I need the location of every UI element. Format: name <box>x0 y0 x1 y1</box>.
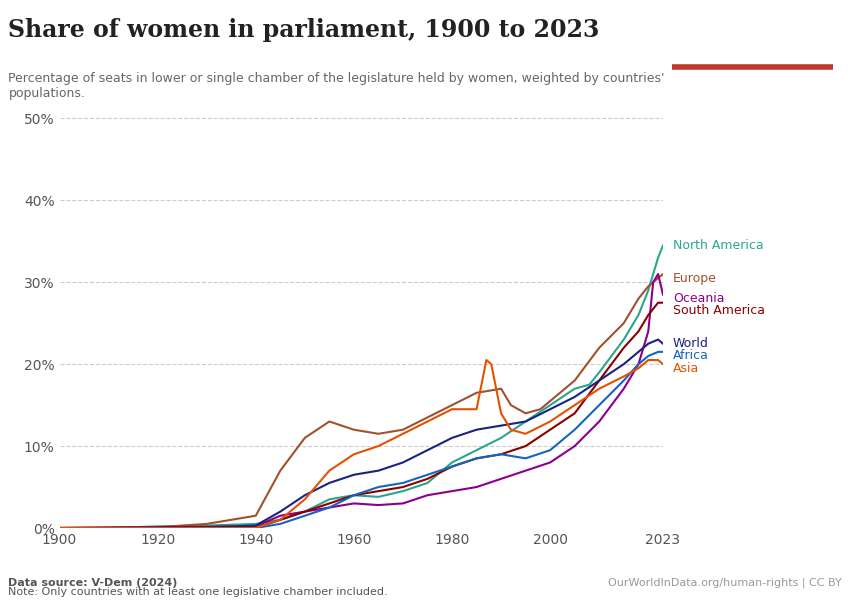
Text: Europe: Europe <box>673 272 717 284</box>
Text: Our World: Our World <box>717 26 788 40</box>
Text: OurWorldInData.org/human-rights | CC BY: OurWorldInData.org/human-rights | CC BY <box>608 577 842 588</box>
Text: Asia: Asia <box>673 362 699 375</box>
Text: Note: Only countries with at least one legislative chamber included.: Note: Only countries with at least one l… <box>8 587 388 597</box>
Text: Share of women in parliament, 1900 to 2023: Share of women in parliament, 1900 to 20… <box>8 18 600 42</box>
Text: in Data: in Data <box>727 47 778 61</box>
Text: North America: North America <box>673 239 763 252</box>
Text: Africa: Africa <box>673 349 709 362</box>
Text: Data source: V-Dem (2024): Data source: V-Dem (2024) <box>8 578 178 588</box>
Text: Percentage of seats in lower or single chamber of the legislature held by women,: Percentage of seats in lower or single c… <box>8 72 665 100</box>
Text: South America: South America <box>673 304 765 317</box>
Text: Oceania: Oceania <box>673 292 724 305</box>
Text: World: World <box>673 337 709 350</box>
